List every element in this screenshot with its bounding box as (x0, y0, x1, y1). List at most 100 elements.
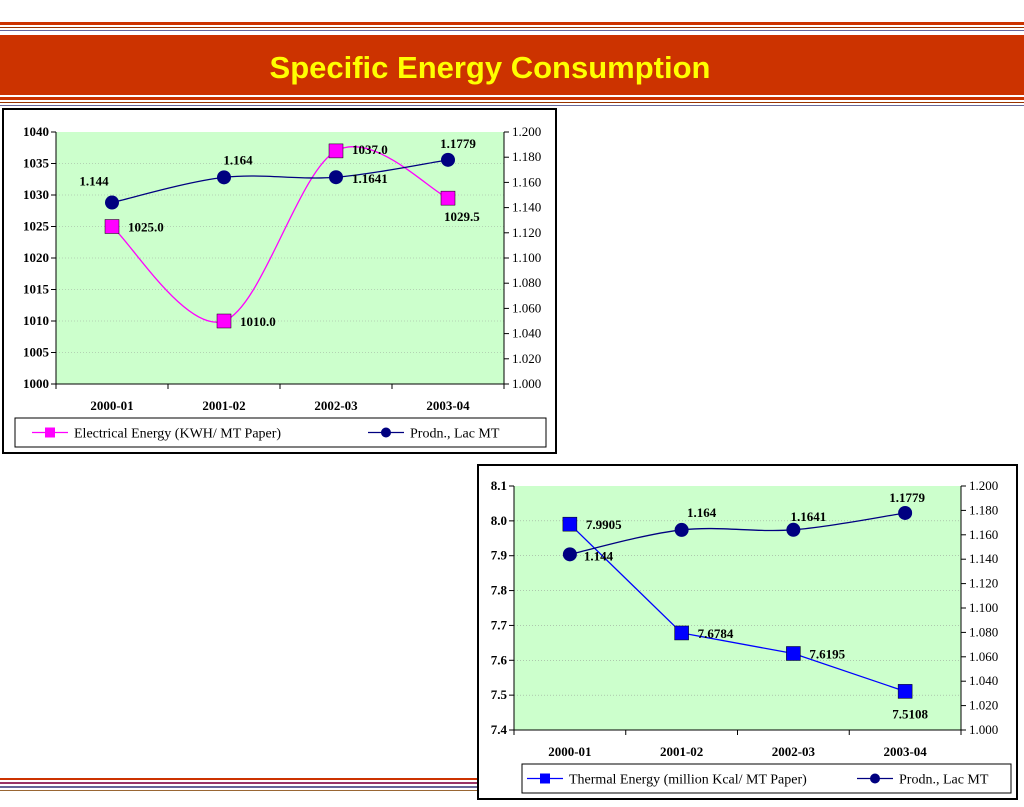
data-point-marker (105, 195, 119, 210)
electrical-energy-chart-svg: 1000 1005 1010 1015 1020 1025 1030 1035 1040 1.00… (14, 124, 547, 448)
data-point-marker (441, 152, 455, 167)
data-label: 1.144 (584, 548, 614, 563)
banner-rule-3 (0, 105, 1024, 106)
series-line (569, 523, 906, 692)
title-banner (0, 35, 1024, 95)
series-line (111, 146, 449, 323)
data-label: 1.1641 (791, 509, 827, 524)
legend-label: Electrical Energy (KWH/ MT Paper) (74, 427, 281, 442)
slide-title: Specific Energy Consumption (269, 50, 711, 85)
data-label: 1.164 (223, 152, 253, 167)
right-axis-tick-label: 1.040 (969, 673, 998, 688)
right-axis-tick-label: 1.100 (969, 600, 998, 615)
data-point-marker (562, 547, 577, 562)
left-axis-tick-label: 8.0 (491, 513, 507, 528)
series-line (111, 159, 449, 204)
bottom-rule-2 (0, 782, 478, 784)
right-axis-tick-label: 1.020 (512, 351, 541, 366)
data-point-marker (562, 516, 578, 532)
right-axis-tick-label: 1.140 (969, 551, 998, 566)
x-axis-tick-label: 2001-02 (660, 744, 703, 759)
right-axis-tick-label: 1.180 (512, 149, 541, 164)
data-label: 1.144 (79, 174, 109, 189)
left-axis-tick-label: 1020 (23, 250, 49, 265)
data-label: 7.6195 (809, 646, 845, 661)
top-rule-1 (0, 22, 1024, 25)
thermal-energy-chart: 7.4 7.5 7.6 7.7 7.8 7.9 8.0 8.1 1.000 1.020 1.040 1… (477, 464, 1018, 800)
right-axis-tick-label: 1.140 (512, 200, 541, 215)
right-axis-tick-label: 1.080 (969, 624, 998, 639)
data-point-marker (328, 143, 344, 159)
right-axis-tick-label: 1.000 (969, 722, 998, 737)
right-axis-tick-label: 1.100 (512, 250, 541, 265)
legend-label: Prodn., Lac MT (899, 773, 989, 788)
left-axis-tick-label: 1010 (23, 313, 49, 328)
x-axis-tick-label: 2002-03 (314, 398, 358, 413)
data-point-marker (786, 522, 801, 537)
data-point-marker (329, 170, 343, 185)
banner-rule-1 (0, 97, 1024, 100)
bottom-rule-3 (0, 786, 478, 788)
left-axis-tick-label: 1000 (23, 376, 49, 391)
legend-label: Prodn., Lac MT (410, 427, 500, 442)
data-label: 7.5108 (892, 706, 928, 721)
right-axis-tick-label: 1.120 (969, 576, 998, 591)
data-label: 1.164 (687, 505, 717, 520)
x-axis-tick-label: 2000-01 (90, 398, 133, 413)
legend-label: Thermal Energy (million Kcal/ MT Paper) (569, 773, 807, 788)
data-label: 1010.0 (240, 314, 276, 329)
left-axis-tick-label: 1035 (23, 156, 50, 171)
data-label: 7.9905 (586, 517, 622, 532)
series-line (569, 512, 906, 555)
data-label: 1029.5 (444, 209, 480, 224)
banner-rule-2 (0, 102, 1024, 103)
bottom-rule-4 (0, 790, 478, 791)
data-point-marker (104, 219, 120, 234)
legend-box (521, 763, 1012, 794)
right-axis-tick-label: 1.200 (969, 478, 998, 493)
data-label: 1.1641 (352, 171, 388, 186)
data-point-marker (216, 313, 232, 329)
data-point-marker (217, 170, 231, 185)
left-axis-tick-label: 1025 (23, 219, 50, 234)
top-rule-2 (0, 27, 1024, 28)
left-axis-tick-label: 7.7 (491, 617, 508, 632)
data-label: 1.1779 (440, 136, 476, 151)
x-axis-tick-label: 2001-02 (202, 398, 245, 413)
right-axis-tick-label: 1.060 (512, 300, 541, 315)
plot-area (514, 486, 961, 730)
data-point-marker (440, 190, 456, 206)
right-axis-tick-label: 1.040 (512, 326, 541, 341)
data-label: 1025.0 (128, 220, 164, 235)
legend-marker (381, 427, 391, 438)
right-axis-tick-label: 1.160 (512, 174, 541, 189)
right-axis-tick-label: 1.080 (512, 275, 541, 290)
right-axis-tick-label: 1.000 (512, 376, 541, 391)
right-axis-tick-label: 1.200 (512, 124, 541, 139)
left-axis-tick-label: 1040 (23, 124, 49, 139)
right-axis-tick-label: 1.060 (969, 649, 998, 664)
x-axis-tick-label: 2003-04 (883, 744, 927, 759)
data-point-marker (674, 522, 689, 537)
legend-marker (540, 773, 550, 784)
top-rule-3 (0, 30, 1024, 31)
x-axis-tick-label: 2002-03 (772, 744, 816, 759)
left-axis-tick-label: 7.9 (491, 548, 508, 563)
bottom-rule-1 (0, 778, 478, 780)
data-point-marker (674, 625, 689, 641)
left-axis-tick-label: 7.8 (491, 583, 508, 598)
data-point-marker (898, 505, 913, 520)
left-axis-tick-label: 7.4 (491, 722, 508, 737)
left-axis-tick-label: 7.5 (491, 687, 508, 702)
left-axis-tick-label: 7.6 (491, 652, 508, 667)
left-axis-tick-label: 1015 (23, 282, 50, 297)
left-axis-tick-label: 1005 (23, 345, 50, 360)
x-axis-tick-label: 2003-04 (426, 398, 470, 413)
data-label: 7.6784 (698, 626, 734, 641)
data-label: 1.1779 (889, 490, 925, 505)
thermal-energy-chart-svg: 7.4 7.5 7.6 7.7 7.8 7.9 8.0 8.1 1.000 1.020 1.040 1… (491, 478, 1012, 794)
data-point-marker (897, 684, 913, 699)
right-axis-tick-label: 1.120 (512, 225, 541, 240)
data-label: 1037.0 (352, 142, 388, 157)
plot-area (56, 132, 504, 384)
